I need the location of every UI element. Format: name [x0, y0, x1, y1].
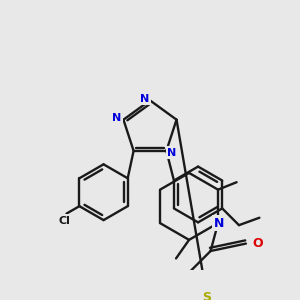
Text: N: N: [112, 113, 122, 123]
Text: Cl: Cl: [59, 216, 70, 226]
Text: O: O: [253, 237, 263, 250]
Text: N: N: [140, 94, 149, 103]
Text: N: N: [167, 148, 177, 158]
Text: S: S: [202, 291, 211, 300]
Text: N: N: [214, 217, 224, 230]
